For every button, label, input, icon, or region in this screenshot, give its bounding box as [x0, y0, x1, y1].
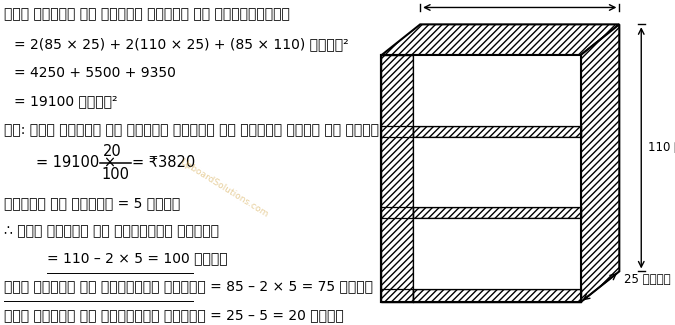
Text: = 2(85 × 25) + 2(110 × 25) + (85 × 110) सेमी²: = 2(85 × 25) + 2(110 × 25) + (85 × 110) … [14, 37, 349, 51]
Bar [381, 55, 413, 302]
Bar [413, 289, 580, 302]
Text: = ₹3820: = ₹3820 [132, 155, 195, 170]
Text: अत: बुक शेल्फ के बाहरी फलकों को पालिश करने का खर्च: अत: बुक शेल्फ के बाहरी फलकों को पालिश कर… [3, 123, 379, 137]
Bar [413, 136, 580, 207]
Text: बुक शेल्फ के बाहरी पृष्ठ का क्षेत्रफल: बुक शेल्फ के बाहरी पृष्ठ का क्षेत्रफल [3, 7, 290, 22]
Text: = 4250 + 5500 + 9350: = 4250 + 5500 + 9350 [14, 66, 176, 80]
Text: बुक शेल्फ की आन्तरिक चौडाई = 85 – 2 × 5 = 75 सेमी: बुक शेल्फ की आन्तरिक चौडाई = 85 – 2 × 5 … [3, 280, 373, 294]
Text: ∴ बुक शेल्फ की आन्तरिक उँचाई: ∴ बुक शेल्फ की आन्तरिक उँचाई [3, 224, 219, 238]
Bar [413, 207, 580, 218]
Text: = 19100 सेमी²: = 19100 सेमी² [14, 94, 118, 108]
Polygon shape [580, 24, 620, 302]
Bar [413, 218, 580, 289]
Text: = 110 – 2 × 5 = 100 सेमी: = 110 – 2 × 5 = 100 सेमी [47, 251, 227, 266]
Text: UpboardSolutions.com: UpboardSolutions.com [178, 158, 269, 219]
Bar [413, 126, 580, 136]
Text: = 19100 ×: = 19100 × [36, 155, 116, 170]
Bar [413, 55, 580, 126]
Text: 100: 100 [101, 167, 129, 182]
Text: 110 सेमी: 110 सेमी [648, 141, 675, 154]
Bar [381, 55, 580, 302]
Text: तख्ते की मोटाई = 5 सेमी: तख्ते की मोटाई = 5 सेमी [3, 196, 180, 210]
Text: 25 सेमी: 25 सेमी [624, 273, 671, 286]
Bar [381, 55, 580, 302]
Polygon shape [381, 24, 620, 55]
Text: 20: 20 [103, 144, 122, 159]
Text: बुक शेल्फ की आन्तरिक गहराई = 25 – 5 = 20 सेमी: बुक शेल्फ की आन्तरिक गहराई = 25 – 5 = 20… [3, 308, 344, 322]
